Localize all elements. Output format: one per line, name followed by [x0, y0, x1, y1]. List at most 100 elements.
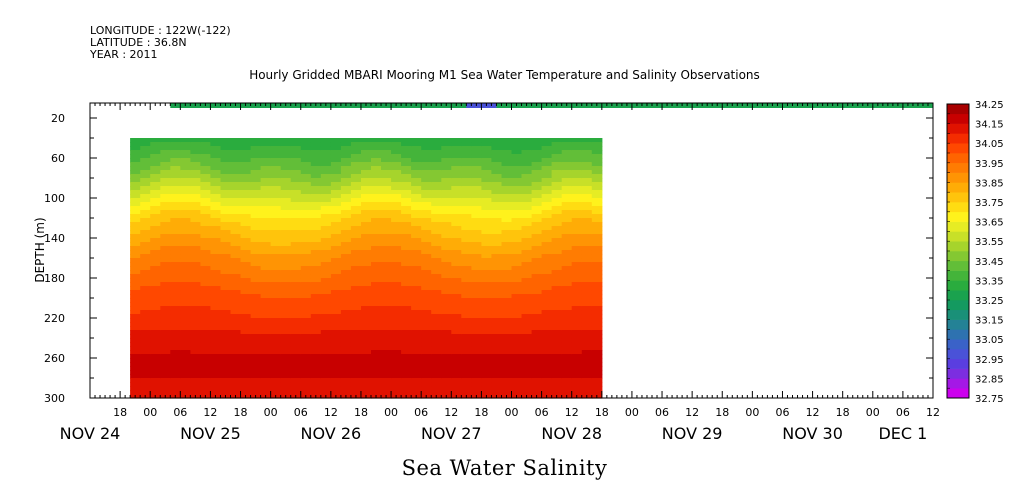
salinity-cell	[581, 370, 593, 375]
salinity-cell	[270, 346, 282, 351]
salinity-cell	[240, 350, 252, 355]
salinity-cell	[401, 378, 412, 383]
salinity-cell	[180, 238, 191, 243]
colorbar-swatch	[947, 280, 969, 291]
salinity-cell	[310, 346, 322, 351]
salinity-cell	[581, 194, 593, 199]
salinity-cell	[361, 334, 372, 339]
salinity-cell	[421, 322, 432, 327]
salinity-cell	[240, 298, 252, 303]
x-tick-label: 06	[896, 406, 910, 419]
salinity-cell	[200, 290, 211, 295]
salinity-cell	[451, 210, 462, 215]
x-date-label: NOV 28	[541, 424, 602, 443]
salinity-cell	[521, 294, 533, 299]
salinity-cell	[150, 354, 161, 359]
salinity-cell	[140, 234, 151, 239]
salinity-cell	[130, 142, 141, 147]
salinity-cell	[290, 222, 302, 227]
salinity-cell	[230, 154, 242, 159]
salinity-cell	[391, 318, 402, 323]
salinity-cell	[310, 198, 322, 203]
salinity-cell	[361, 150, 372, 155]
salinity-cell	[511, 206, 523, 211]
salinity-cell	[371, 202, 382, 207]
salinity-cell	[340, 278, 352, 283]
salinity-cell	[170, 206, 181, 211]
salinity-cell	[250, 242, 262, 247]
salinity-cell	[240, 274, 252, 279]
salinity-cell	[240, 214, 252, 219]
salinity-cell	[361, 238, 372, 243]
salinity-cell	[421, 358, 432, 363]
salinity-cell	[230, 298, 242, 303]
salinity-cell	[361, 306, 372, 311]
salinity-cell	[491, 162, 502, 167]
salinity-cell	[511, 198, 523, 203]
salinity-cell	[250, 330, 262, 335]
salinity-cell	[511, 262, 523, 267]
salinity-cell	[401, 230, 412, 235]
salinity-cell	[441, 246, 452, 251]
salinity-cell	[361, 294, 372, 299]
salinity-cell	[290, 298, 302, 303]
salinity-cell	[481, 278, 492, 283]
salinity-cell	[350, 274, 362, 279]
salinity-cell	[361, 266, 372, 271]
salinity-cell	[501, 290, 513, 295]
salinity-cell	[340, 246, 352, 251]
salinity-cell	[180, 370, 191, 375]
salinity-cell	[300, 214, 312, 219]
salinity-cell	[521, 194, 533, 199]
salinity-cell	[541, 278, 553, 283]
salinity-cell	[350, 338, 362, 343]
salinity-cell	[571, 142, 583, 147]
salinity-cell	[371, 382, 382, 387]
salinity-cell	[411, 326, 422, 331]
salinity-cell	[280, 266, 292, 271]
salinity-cell	[290, 302, 302, 307]
salinity-cell	[531, 386, 543, 391]
salinity-cell	[340, 274, 352, 279]
salinity-cell	[431, 382, 442, 387]
salinity-cell	[270, 178, 282, 183]
salinity-cell	[451, 362, 462, 367]
salinity-cell	[381, 330, 392, 335]
salinity-cell	[240, 326, 252, 331]
salinity-cell	[361, 342, 372, 347]
colorbar-swatch	[947, 251, 969, 262]
salinity-cell	[340, 302, 352, 307]
salinity-cell	[200, 142, 211, 147]
salinity-cell	[561, 358, 573, 363]
salinity-cell	[411, 174, 422, 179]
salinity-cell	[150, 286, 161, 291]
salinity-cell	[431, 254, 442, 259]
salinity-cell	[551, 194, 563, 199]
salinity-cell	[230, 350, 242, 355]
salinity-cell	[421, 346, 432, 351]
salinity-cell	[350, 246, 362, 251]
salinity-cell	[531, 282, 543, 287]
salinity-cell	[240, 290, 252, 295]
salinity-cell	[160, 214, 171, 219]
salinity-cell	[471, 318, 482, 323]
salinity-cell	[280, 386, 292, 391]
salinity-cell	[451, 214, 462, 219]
salinity-cell	[230, 342, 242, 347]
salinity-cell	[320, 186, 332, 191]
salinity-cell	[491, 246, 502, 251]
salinity-cell	[371, 174, 382, 179]
salinity-cell	[290, 182, 302, 187]
salinity-cell	[521, 190, 533, 195]
salinity-cell	[511, 182, 523, 187]
salinity-cell	[190, 146, 201, 151]
salinity-cell	[551, 282, 563, 287]
salinity-cell	[300, 314, 312, 319]
salinity-cell	[381, 230, 392, 235]
salinity-cell	[361, 382, 372, 387]
salinity-cell	[200, 186, 211, 191]
salinity-cell	[200, 338, 211, 343]
salinity-cell	[210, 150, 221, 155]
salinity-cell	[250, 282, 262, 287]
salinity-cell	[441, 210, 452, 215]
